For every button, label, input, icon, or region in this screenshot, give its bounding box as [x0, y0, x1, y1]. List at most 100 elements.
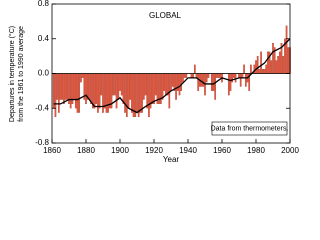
smoothed-line — [53, 38, 291, 114]
bar — [244, 73, 247, 87]
bar — [108, 73, 111, 109]
bar — [175, 73, 177, 100]
bar — [233, 73, 235, 78]
bar — [85, 73, 87, 105]
annotation: Data from thermometers. — [211, 125, 289, 132]
bar — [144, 73, 147, 96]
bar — [263, 69, 266, 74]
bar — [59, 73, 62, 100]
bar — [270, 60, 273, 74]
bar — [146, 73, 149, 109]
bar — [114, 73, 116, 96]
bar — [153, 73, 155, 105]
bar — [80, 73, 82, 83]
bar — [57, 73, 60, 113]
bar — [88, 73, 91, 100]
bar — [258, 69, 261, 74]
bar — [141, 73, 143, 113]
x-tick-label: 1980 — [247, 146, 265, 155]
bar — [171, 73, 174, 87]
bar — [250, 64, 252, 74]
x-tick-label: 1940 — [179, 146, 197, 155]
bar — [214, 73, 217, 100]
y-tick-label: 0.8 — [38, 0, 50, 8]
bar — [182, 73, 184, 83]
bar — [56, 73, 58, 100]
bar — [74, 73, 77, 109]
bar — [54, 73, 57, 118]
bar — [166, 73, 169, 96]
x-axis-label: Year — [163, 155, 180, 164]
bar — [90, 73, 92, 105]
bar — [234, 73, 237, 83]
bar — [275, 60, 278, 74]
bar — [180, 73, 183, 91]
bar — [217, 73, 220, 78]
bar — [125, 73, 128, 118]
bar — [117, 73, 120, 100]
bar — [112, 73, 115, 96]
bar — [107, 73, 109, 113]
bar — [161, 73, 164, 100]
bar — [95, 73, 98, 105]
bar — [197, 73, 200, 91]
bar — [131, 73, 133, 113]
bar — [267, 51, 269, 74]
bar — [69, 73, 72, 109]
x-tick-label: 1880 — [77, 146, 95, 155]
y-tick-label: 0.0 — [38, 69, 50, 78]
x-tick-label: 1900 — [111, 146, 129, 155]
chart: GLOBAL Departures in temperature (°C) fr… — [8, 0, 300, 164]
bar — [202, 73, 205, 87]
bar — [134, 73, 137, 118]
bar — [76, 73, 79, 113]
bar — [63, 73, 65, 105]
bar — [183, 73, 186, 78]
bar — [119, 73, 121, 91]
bar — [231, 73, 234, 83]
bar — [86, 73, 89, 100]
bar — [287, 47, 290, 74]
bar — [129, 73, 132, 100]
annotation-box — [211, 121, 288, 136]
bar — [142, 73, 145, 100]
bar — [165, 73, 167, 96]
y-tick-label: -0.8 — [35, 138, 49, 147]
x-tick-label: 1960 — [213, 146, 231, 155]
bar — [100, 73, 103, 96]
bar — [227, 73, 230, 96]
bar — [73, 73, 75, 100]
bar — [98, 73, 101, 109]
bar — [81, 73, 84, 78]
bar — [151, 73, 154, 105]
bar — [277, 56, 279, 74]
bar — [64, 73, 67, 100]
bar — [103, 73, 106, 109]
bar — [66, 73, 69, 100]
y-tick-label: 0.4 — [38, 34, 50, 43]
x-tick-label: 2000 — [281, 146, 299, 155]
bar — [170, 73, 172, 91]
bar — [210, 73, 213, 91]
bar — [285, 25, 288, 74]
bar — [229, 73, 232, 91]
bar — [120, 73, 123, 96]
bar — [216, 73, 218, 78]
bar — [136, 73, 138, 113]
bar — [148, 73, 150, 118]
bar — [193, 64, 196, 74]
bar — [105, 73, 108, 113]
bar — [255, 60, 257, 74]
bar — [124, 73, 126, 113]
bar — [243, 64, 245, 74]
bar — [52, 73, 55, 109]
y-axis-label: Departures in temperature (°C) — [8, 26, 16, 122]
bar — [256, 56, 259, 74]
bar — [168, 73, 171, 109]
bar — [265, 64, 268, 74]
bar — [163, 73, 166, 91]
bar — [61, 73, 64, 100]
chart-title: GLOBAL — [149, 11, 182, 20]
bar — [122, 73, 125, 105]
bar — [260, 51, 262, 74]
